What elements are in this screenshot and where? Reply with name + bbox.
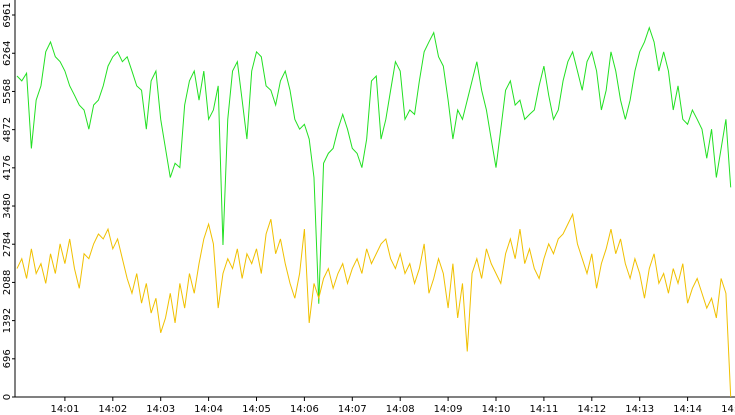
x-tick-label: 14:09 — [434, 404, 463, 415]
x-tick-label: 14:05 — [242, 404, 271, 415]
x-tick-label: 14:04 — [194, 404, 223, 415]
y-tick-label: 696 — [2, 349, 13, 368]
y-tick-label: 6961 — [2, 2, 13, 27]
y-tick-label: 2784 — [2, 231, 13, 256]
x-tick-label: 14:08 — [386, 404, 415, 415]
x-tick-label: 14:14 — [673, 404, 702, 415]
x-tick-label: 14:06 — [290, 404, 319, 415]
x-tick-label: 14:02 — [98, 404, 127, 415]
x-tick-label: 14:01 — [50, 404, 79, 415]
y-tick-label: 6264 — [2, 41, 13, 66]
x-tick-label: 14:13 — [625, 404, 654, 415]
x-tick-label: 14:15 — [721, 404, 735, 415]
series-line — [16, 212, 732, 398]
x-tick-label: 14:11 — [529, 404, 558, 415]
y-tick-label: 4176 — [2, 155, 13, 180]
y-tick-label: 5568 — [2, 79, 13, 104]
y-tick-label: 3480 — [2, 193, 13, 218]
x-tick-label: 14:07 — [338, 404, 367, 415]
y-tick-label: 4872 — [2, 117, 13, 142]
y-tick-label: 2088 — [2, 270, 13, 295]
x-tick-label: 14:10 — [482, 404, 511, 415]
series-line — [16, 26, 732, 304]
y-tick-label: 0 — [2, 394, 13, 400]
y-tick-label: 1392 — [2, 308, 13, 333]
x-tick-label: 14:03 — [146, 404, 175, 415]
x-tick-label: 14:12 — [577, 404, 606, 415]
